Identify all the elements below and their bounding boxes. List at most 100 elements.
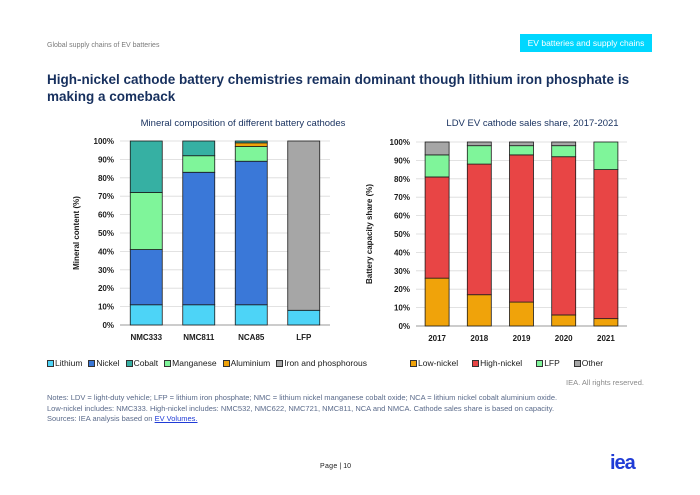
page-title: High-nickel cathode battery chemistries …	[47, 72, 630, 104]
sales-legend-label: Low-nickel	[418, 358, 459, 368]
mineral-bar-segment	[182, 171, 216, 306]
mineral-ytick-label: 20%	[98, 284, 114, 293]
mineral-ytick-label: 60%	[98, 211, 114, 220]
mineral-ytick-label: 0%	[102, 321, 114, 330]
sales-legend-item: Other	[573, 358, 604, 368]
page-separator: |	[337, 463, 344, 470]
sales-ytick-label: 80%	[394, 175, 410, 184]
sales-ytick-label: 10%	[394, 304, 410, 313]
sales-ytick-label: 0%	[398, 322, 410, 331]
notes-line-1: Notes: LDV = light-duty vehicle; LFP = l…	[47, 393, 558, 402]
mineral-bar-segment	[234, 146, 268, 162]
sales-ytick-label: 30%	[394, 267, 410, 276]
sales-legend-item: LFP	[536, 358, 560, 368]
sales-legend-swatch	[573, 359, 581, 367]
sales-category-label: 2017	[428, 334, 446, 343]
sales-category-label: 2018	[470, 334, 488, 343]
mineral-legend-item: Lithium	[47, 358, 82, 368]
sales-bar-segment	[551, 141, 577, 147]
sales-bar-segment	[466, 294, 492, 327]
iea-logo: iea	[610, 452, 636, 474]
mineral-ytick-label: 70%	[98, 192, 114, 201]
mineral-legend-swatch	[222, 359, 230, 367]
mineral-legend-swatch	[125, 359, 133, 367]
sales-category-label: 2019	[513, 334, 531, 343]
mineral-ytick-label: 40%	[98, 247, 114, 256]
mineral-bar-segment	[129, 249, 163, 306]
mineral-legend-label: Cobalt	[133, 358, 159, 368]
ev-volumes-link[interactable]: EV Volumes.	[154, 414, 198, 423]
notes: Notes: LDV = light-duty vehicle; LFP = l…	[47, 393, 667, 425]
mineral-legend-label: Aluminium	[230, 358, 271, 368]
sales-bar-segment	[509, 301, 534, 327]
sales-bar-segment	[466, 145, 492, 165]
sales-ytick-label: 40%	[394, 248, 410, 257]
mineral-category-label: LFP	[296, 333, 312, 342]
mineral-legend-item: Manganese	[164, 358, 217, 368]
mineral-legend-swatch	[47, 359, 54, 367]
rights-notice: IEA. All rights reserved.	[566, 378, 644, 387]
sales-legend-item: High-nickel	[472, 358, 522, 368]
mineral-bar-segment	[234, 304, 268, 326]
sales-bar-segment	[424, 176, 450, 279]
mineral-legend-label: Iron and phosphorous	[284, 358, 367, 368]
left-legend: Lithium Nickel Cobalt Manganese Aluminium Iro…	[47, 358, 367, 368]
sales-bar-segment	[551, 156, 577, 316]
mineral-ytick-label: 10%	[98, 303, 114, 312]
sales-bar-segment	[593, 141, 619, 171]
sales-ytick-label: 90%	[394, 156, 410, 165]
mineral-legend-swatch	[88, 359, 96, 367]
sales-ytick-label: 100%	[390, 138, 410, 147]
mineral-legend-item: Iron and phosphorous	[276, 358, 367, 368]
sales-legend-label: LFP	[544, 358, 560, 368]
section-label: Global supply chains of EV batteries	[47, 42, 160, 49]
sales-bar-segment	[551, 145, 577, 158]
mineral-bar-segment	[129, 192, 163, 250]
sales-bar-segment	[593, 169, 619, 320]
sales-bar-segment	[466, 163, 492, 296]
right-legend: Low-nickel High-nickel LFP Other	[410, 358, 603, 368]
page-number: Page | 10	[320, 463, 351, 470]
sales-bar-segment	[424, 154, 450, 178]
mineral-bar-segment	[234, 160, 268, 306]
sales-legend-swatch	[410, 359, 417, 367]
mineral-category-label: NCA85	[238, 333, 265, 342]
mineral-bar-segment	[129, 140, 163, 193]
mineral-category-label: NMC811	[183, 333, 215, 342]
mineral-legend-swatch	[164, 359, 172, 367]
sales-y-axis-label: Battery capacity share (%)	[365, 184, 374, 284]
mineral-legend-label: Lithium	[55, 358, 83, 368]
mineral-legend-item: Aluminium	[222, 358, 271, 368]
mineral-bar-segment	[182, 155, 216, 173]
sources-line: Sources: IEA analysis based on EV Volume…	[47, 414, 667, 425]
sales-ytick-label: 60%	[394, 212, 410, 221]
sales-legend-label: Other	[581, 358, 604, 368]
sales-ytick-label: 70%	[394, 193, 410, 202]
mineral-legend-swatch	[276, 359, 284, 367]
sales-category-label: 2021	[597, 334, 615, 343]
mineral-bar-segment	[234, 142, 268, 147]
mineral-ytick-label: 50%	[98, 229, 114, 238]
page-label: Page	[320, 463, 338, 470]
section-tab[interactable]: EV batteries and supply chains	[520, 34, 652, 52]
sales-bar-segment	[424, 277, 450, 327]
notes-line-2: Low-nickel includes: NMC333. High-nickel…	[47, 403, 555, 413]
mineral-ytick-label: 30%	[98, 266, 114, 275]
mineral-ytick-label: 80%	[98, 174, 114, 183]
sales-bar-segment	[509, 145, 534, 156]
right-chart-title: LDV EV cathode sales share, 2017-2021	[446, 118, 619, 129]
page-number-value: 10	[343, 463, 352, 470]
sales-bar-segment	[509, 141, 534, 147]
sales-legend-swatch	[536, 359, 544, 367]
sales-bar-segment	[551, 314, 577, 327]
mineral-bar-segment	[182, 140, 216, 157]
sales-legend-item: Low-nickel	[410, 358, 458, 368]
mineral-legend-item: Cobalt	[125, 358, 159, 368]
mineral-bar-segment	[287, 309, 321, 326]
mineral-legend-label: Manganese	[172, 358, 217, 368]
left-chart-title: Mineral composition of different battery…	[140, 118, 346, 129]
sales-legend-swatch	[472, 359, 480, 367]
sales-bar-segment	[466, 141, 492, 147]
mineral-legend-item: Nickel	[88, 358, 120, 368]
